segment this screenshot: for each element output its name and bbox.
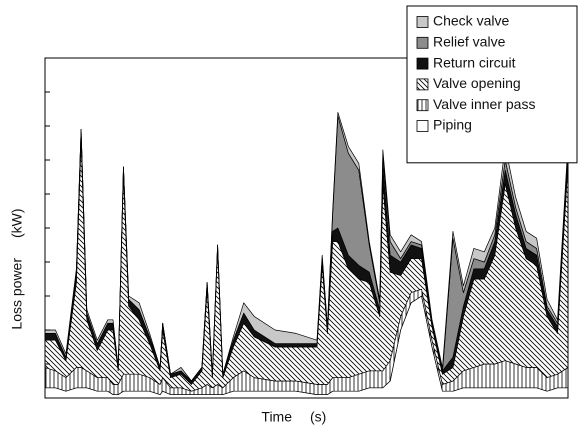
legend-label: Relief valve: [433, 34, 506, 50]
y-axis-unit: (kW): [9, 208, 25, 238]
legend-swatch: [416, 36, 429, 49]
y-axis-label: Loss power: [9, 258, 25, 330]
legend-label: Piping: [433, 117, 472, 133]
legend-label: Valve opening: [433, 75, 521, 91]
legend-label: Valve inner pass: [433, 96, 535, 112]
legend-swatch: [416, 78, 429, 91]
legend-swatch: [416, 99, 429, 112]
legend-swatch: [416, 57, 429, 70]
legend-box: [406, 5, 578, 164]
legend-swatch: [416, 120, 429, 132]
legend-label: Check valve: [433, 13, 509, 29]
x-axis-label: Time: [261, 409, 292, 425]
legend-swatch: [416, 16, 429, 28]
legend: Check valve Relief valve Return circuit Val…: [406, 5, 578, 164]
legend-label: Return circuit: [433, 54, 516, 70]
x-axis-unit: (s): [310, 409, 326, 425]
